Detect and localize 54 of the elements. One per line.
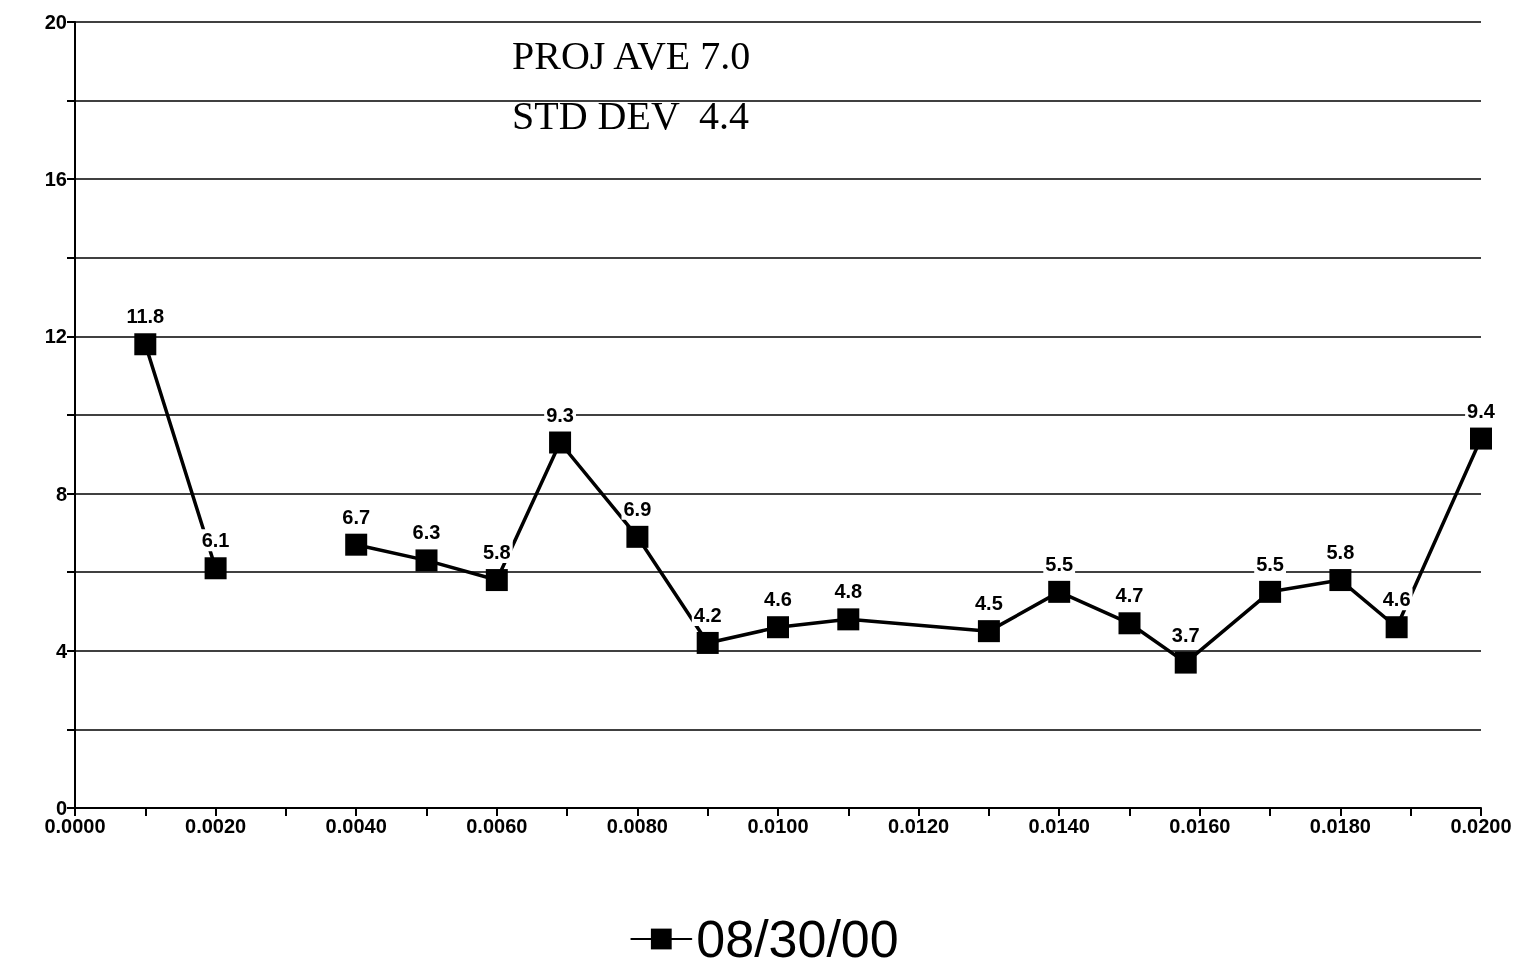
point bbox=[415, 549, 438, 572]
point bbox=[1470, 427, 1492, 450]
y-tick-label: 4 bbox=[55, 639, 68, 662]
data-label: 6.3 bbox=[412, 521, 441, 544]
x-tick-label: 0.0160 bbox=[1169, 815, 1231, 837]
data-label: 4.7 bbox=[1115, 584, 1144, 607]
annotation: PROJ AVE 7.0 bbox=[512, 32, 751, 78]
annotation: STD DEV 4.4 bbox=[512, 92, 750, 138]
point bbox=[696, 631, 719, 654]
point bbox=[767, 616, 789, 639]
x-tick-label: 0.0120 bbox=[888, 815, 950, 837]
legend-label: 08/30/00 bbox=[696, 910, 899, 968]
point bbox=[345, 533, 368, 556]
x-tick-label: 0.0040 bbox=[325, 815, 387, 837]
y-tick-label: 20 bbox=[44, 11, 67, 33]
data-label: 4.6 bbox=[1382, 588, 1411, 611]
x-tick-label: 0.0080 bbox=[606, 815, 668, 837]
point bbox=[837, 608, 860, 631]
point bbox=[1259, 580, 1282, 603]
point bbox=[485, 569, 508, 592]
x-tick-label: 0.0180 bbox=[1309, 815, 1371, 837]
data-label: 6.9 bbox=[623, 497, 652, 520]
x-tick-label: 0.0200 bbox=[1450, 815, 1512, 837]
y-tick-label: 16 bbox=[44, 168, 67, 191]
data-label: 5.5 bbox=[1045, 552, 1074, 575]
y-tick-label: 12 bbox=[44, 325, 67, 348]
point bbox=[134, 333, 157, 356]
point bbox=[1048, 580, 1071, 603]
point bbox=[204, 557, 227, 580]
data-label: 5.8 bbox=[1326, 541, 1355, 564]
x-tick-label: 0.0060 bbox=[466, 815, 528, 837]
data-label: 4.8 bbox=[834, 580, 863, 603]
data-label: 3.7 bbox=[1171, 623, 1200, 646]
x-tick-label: 0.0140 bbox=[1028, 815, 1090, 837]
data-label: 11.8 bbox=[126, 305, 165, 328]
data-label: 4.6 bbox=[764, 588, 792, 611]
point bbox=[1118, 612, 1141, 635]
point bbox=[1174, 651, 1197, 674]
data-label: 9.4 bbox=[1467, 399, 1496, 422]
data-label: 6.7 bbox=[342, 505, 371, 528]
y-tick-label: 8 bbox=[55, 482, 67, 505]
x-tick-label: 0.0020 bbox=[185, 815, 247, 837]
data-label: 4.2 bbox=[693, 603, 722, 626]
data-label: 9.3 bbox=[546, 403, 574, 426]
point bbox=[1385, 616, 1408, 639]
point bbox=[549, 431, 572, 454]
data-label: 5.8 bbox=[482, 541, 511, 564]
x-tick-label: 0.0100 bbox=[747, 815, 809, 837]
point bbox=[977, 620, 1000, 643]
data-label: 6.1 bbox=[201, 529, 230, 552]
data-label: 5.5 bbox=[1256, 552, 1285, 575]
data-label: 4.5 bbox=[974, 592, 1003, 615]
point bbox=[626, 525, 649, 548]
point bbox=[1329, 569, 1352, 592]
